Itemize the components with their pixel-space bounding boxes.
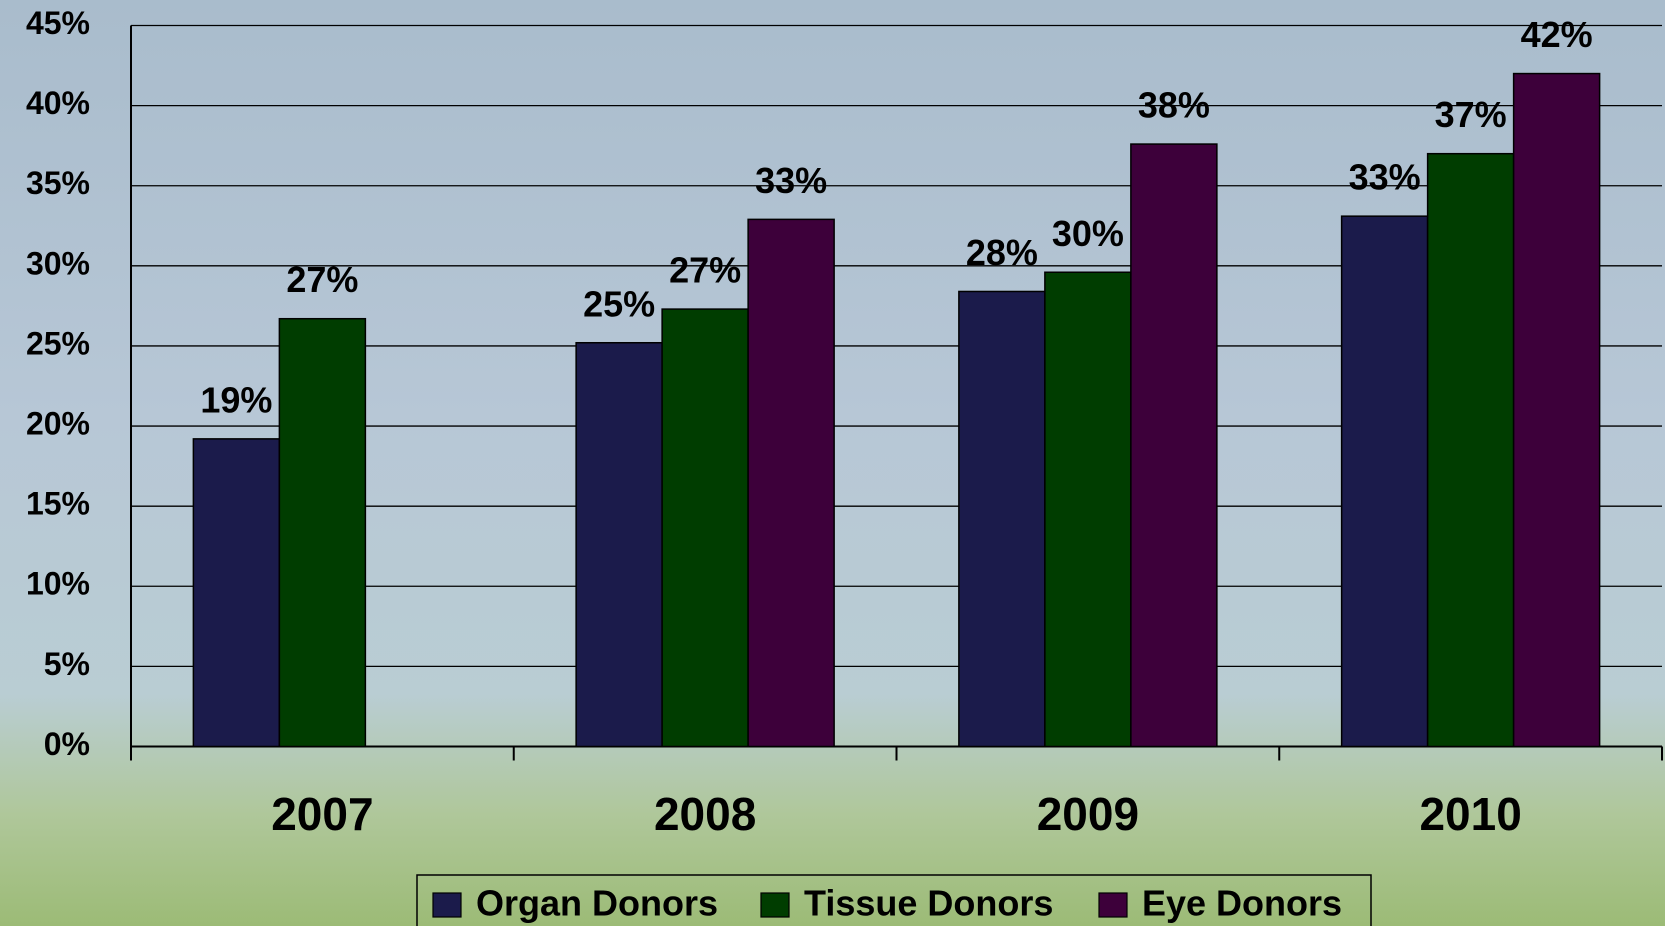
y-tick-label: 5% — [44, 646, 90, 682]
legend-swatch — [760, 892, 790, 918]
data-label: 27% — [669, 250, 741, 291]
bar — [575, 341, 663, 748]
bar — [1044, 271, 1132, 748]
legend-swatch — [432, 892, 462, 918]
y-tick-label: 20% — [26, 406, 90, 442]
x-tick-label: 2008 — [654, 788, 756, 840]
data-label: 25% — [583, 283, 655, 324]
bar — [1130, 143, 1218, 748]
y-tick-label: 45% — [26, 5, 90, 41]
y-tick-label: 0% — [44, 726, 90, 762]
data-label: 19% — [200, 379, 272, 420]
y-tick-label: 15% — [26, 486, 90, 522]
data-label: 28% — [966, 232, 1038, 273]
bar — [192, 438, 281, 748]
data-label: 33% — [1349, 157, 1421, 198]
x-tick-label: 2009 — [1037, 788, 1139, 840]
bar — [1340, 215, 1429, 748]
y-tick-label: 30% — [26, 245, 90, 281]
legend-box — [416, 874, 1372, 926]
data-label: 30% — [1052, 213, 1124, 254]
data-label: 27% — [286, 259, 358, 300]
data-label: 37% — [1435, 94, 1507, 135]
legend-label: Tissue Donors — [804, 883, 1053, 924]
y-tick-label: 25% — [26, 325, 90, 361]
x-tick-label: 2007 — [271, 788, 373, 840]
bar — [1512, 72, 1601, 748]
legend-label: Eye Donors — [1142, 883, 1342, 924]
legend-label: Organ Donors — [476, 883, 718, 924]
bar — [278, 317, 367, 748]
legend-swatch — [1098, 892, 1128, 918]
x-tick-label: 2010 — [1419, 788, 1521, 840]
y-tick-label: 10% — [26, 566, 90, 602]
bar — [661, 308, 749, 748]
data-label: 38% — [1138, 85, 1210, 126]
bar — [747, 218, 835, 748]
data-label: 42% — [1521, 14, 1593, 55]
data-label: 33% — [755, 160, 827, 201]
y-tick-label: 35% — [26, 165, 90, 201]
bar — [958, 290, 1046, 748]
bar — [1426, 152, 1515, 748]
y-tick-label: 40% — [26, 85, 90, 121]
